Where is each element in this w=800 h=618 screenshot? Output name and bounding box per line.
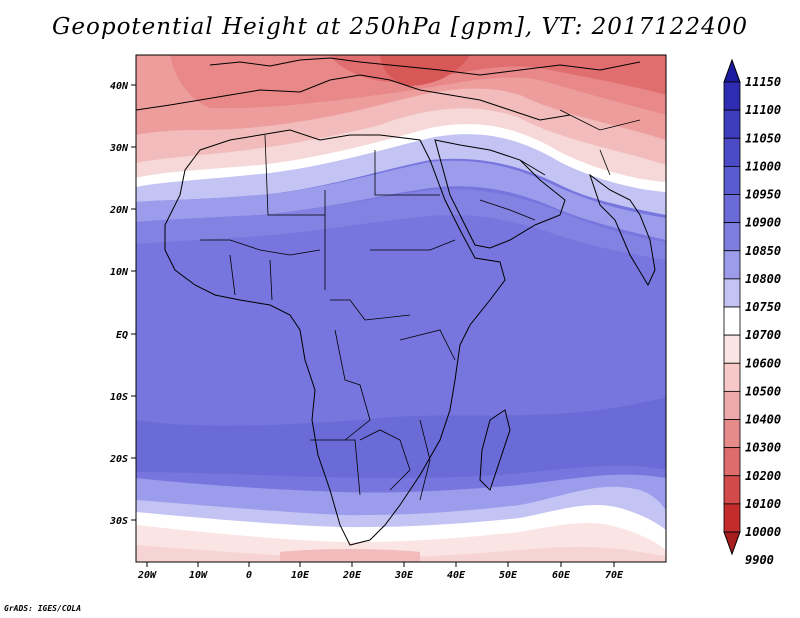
country-borders bbox=[200, 109, 641, 501]
lon-label: 20W bbox=[137, 570, 157, 581]
colorbar-swatch bbox=[723, 362, 741, 392]
lon-label: 30E bbox=[394, 570, 414, 581]
lat-label: EQ bbox=[116, 330, 128, 341]
lat-label: 10N bbox=[110, 267, 129, 278]
map-frame bbox=[135, 54, 667, 563]
colorbar-swatch bbox=[723, 475, 741, 505]
colorbar-label: 11100 bbox=[745, 103, 781, 117]
colorbar-swatch bbox=[723, 390, 741, 420]
colorbar-swatch bbox=[723, 222, 741, 252]
colorbar-swatch bbox=[723, 194, 741, 224]
colorbar-arrow-top bbox=[723, 58, 741, 83]
colorbar-label: 10500 bbox=[745, 384, 781, 398]
lat-label: 20S bbox=[109, 454, 128, 465]
latitude-axis: 40N 30N 20N 10N EQ 10S 20S 30S bbox=[109, 81, 136, 527]
colorbar-label: 11050 bbox=[745, 131, 781, 145]
colorbar-swatch bbox=[723, 503, 741, 533]
colorbar: 11150 11100 11050 11000 10950 10900 10850 10800… bbox=[723, 58, 781, 567]
colorbar-label: 9900 bbox=[745, 553, 774, 567]
lon-label: 50E bbox=[499, 570, 518, 581]
grads-credit: GrADS: IGES/COLA bbox=[4, 604, 82, 613]
lon-label: 10W bbox=[189, 570, 208, 581]
colorbar-swatch bbox=[723, 165, 741, 195]
colorbar-label: 10800 bbox=[745, 272, 781, 286]
lon-label: 40E bbox=[447, 570, 466, 581]
colorbar-label: 10300 bbox=[745, 441, 781, 455]
colorbar-label: 10400 bbox=[745, 413, 781, 427]
colorbar-swatch bbox=[723, 447, 741, 477]
colorbar-label: 10900 bbox=[745, 216, 781, 230]
colorbar-swatch bbox=[723, 334, 741, 364]
colorbar-swatch bbox=[723, 109, 741, 139]
colorbar-swatch bbox=[723, 419, 741, 449]
colorbar-swatch bbox=[723, 306, 741, 336]
colorbar-swatch bbox=[723, 81, 741, 111]
lat-label: 30N bbox=[109, 143, 129, 154]
colorbar-label: 10950 bbox=[745, 188, 781, 202]
height-field bbox=[136, 55, 666, 562]
colorbar-label: 11150 bbox=[745, 75, 781, 89]
colorbar-swatch bbox=[723, 137, 741, 167]
colorbar-label: 10750 bbox=[745, 300, 781, 314]
colorbar-swatch bbox=[723, 250, 741, 280]
colorbar-label: 11000 bbox=[745, 159, 781, 173]
colorbar-label: 10200 bbox=[745, 469, 781, 483]
colorbar-label: 10700 bbox=[745, 328, 781, 342]
lon-label: 70E bbox=[605, 570, 624, 581]
coastlines bbox=[136, 57, 656, 546]
lat-label: 40N bbox=[110, 81, 129, 92]
lon-label: 20E bbox=[342, 570, 362, 581]
colorbar-label: 10600 bbox=[745, 356, 781, 370]
lon-label: 60E bbox=[552, 570, 571, 581]
map-title: Geopotential Height at 250hPa [gpm], VT:… bbox=[52, 14, 748, 40]
lat-label: 20N bbox=[109, 205, 129, 216]
lon-label: 0 bbox=[246, 570, 252, 581]
colorbar-label: 10000 bbox=[745, 525, 781, 539]
lon-label: 10E bbox=[291, 570, 310, 581]
colorbar-label: 10850 bbox=[745, 244, 781, 258]
colorbar-swatch bbox=[723, 278, 741, 308]
colorbar-arrow-bottom bbox=[723, 531, 741, 556]
lat-label: 30S bbox=[109, 516, 128, 527]
lat-label: 10S bbox=[110, 392, 128, 403]
longitude-axis: 20W 10W 0 10E 20E 30E 40E 50E 60E 70E bbox=[137, 562, 624, 581]
colorbar-label: 10100 bbox=[745, 497, 781, 511]
